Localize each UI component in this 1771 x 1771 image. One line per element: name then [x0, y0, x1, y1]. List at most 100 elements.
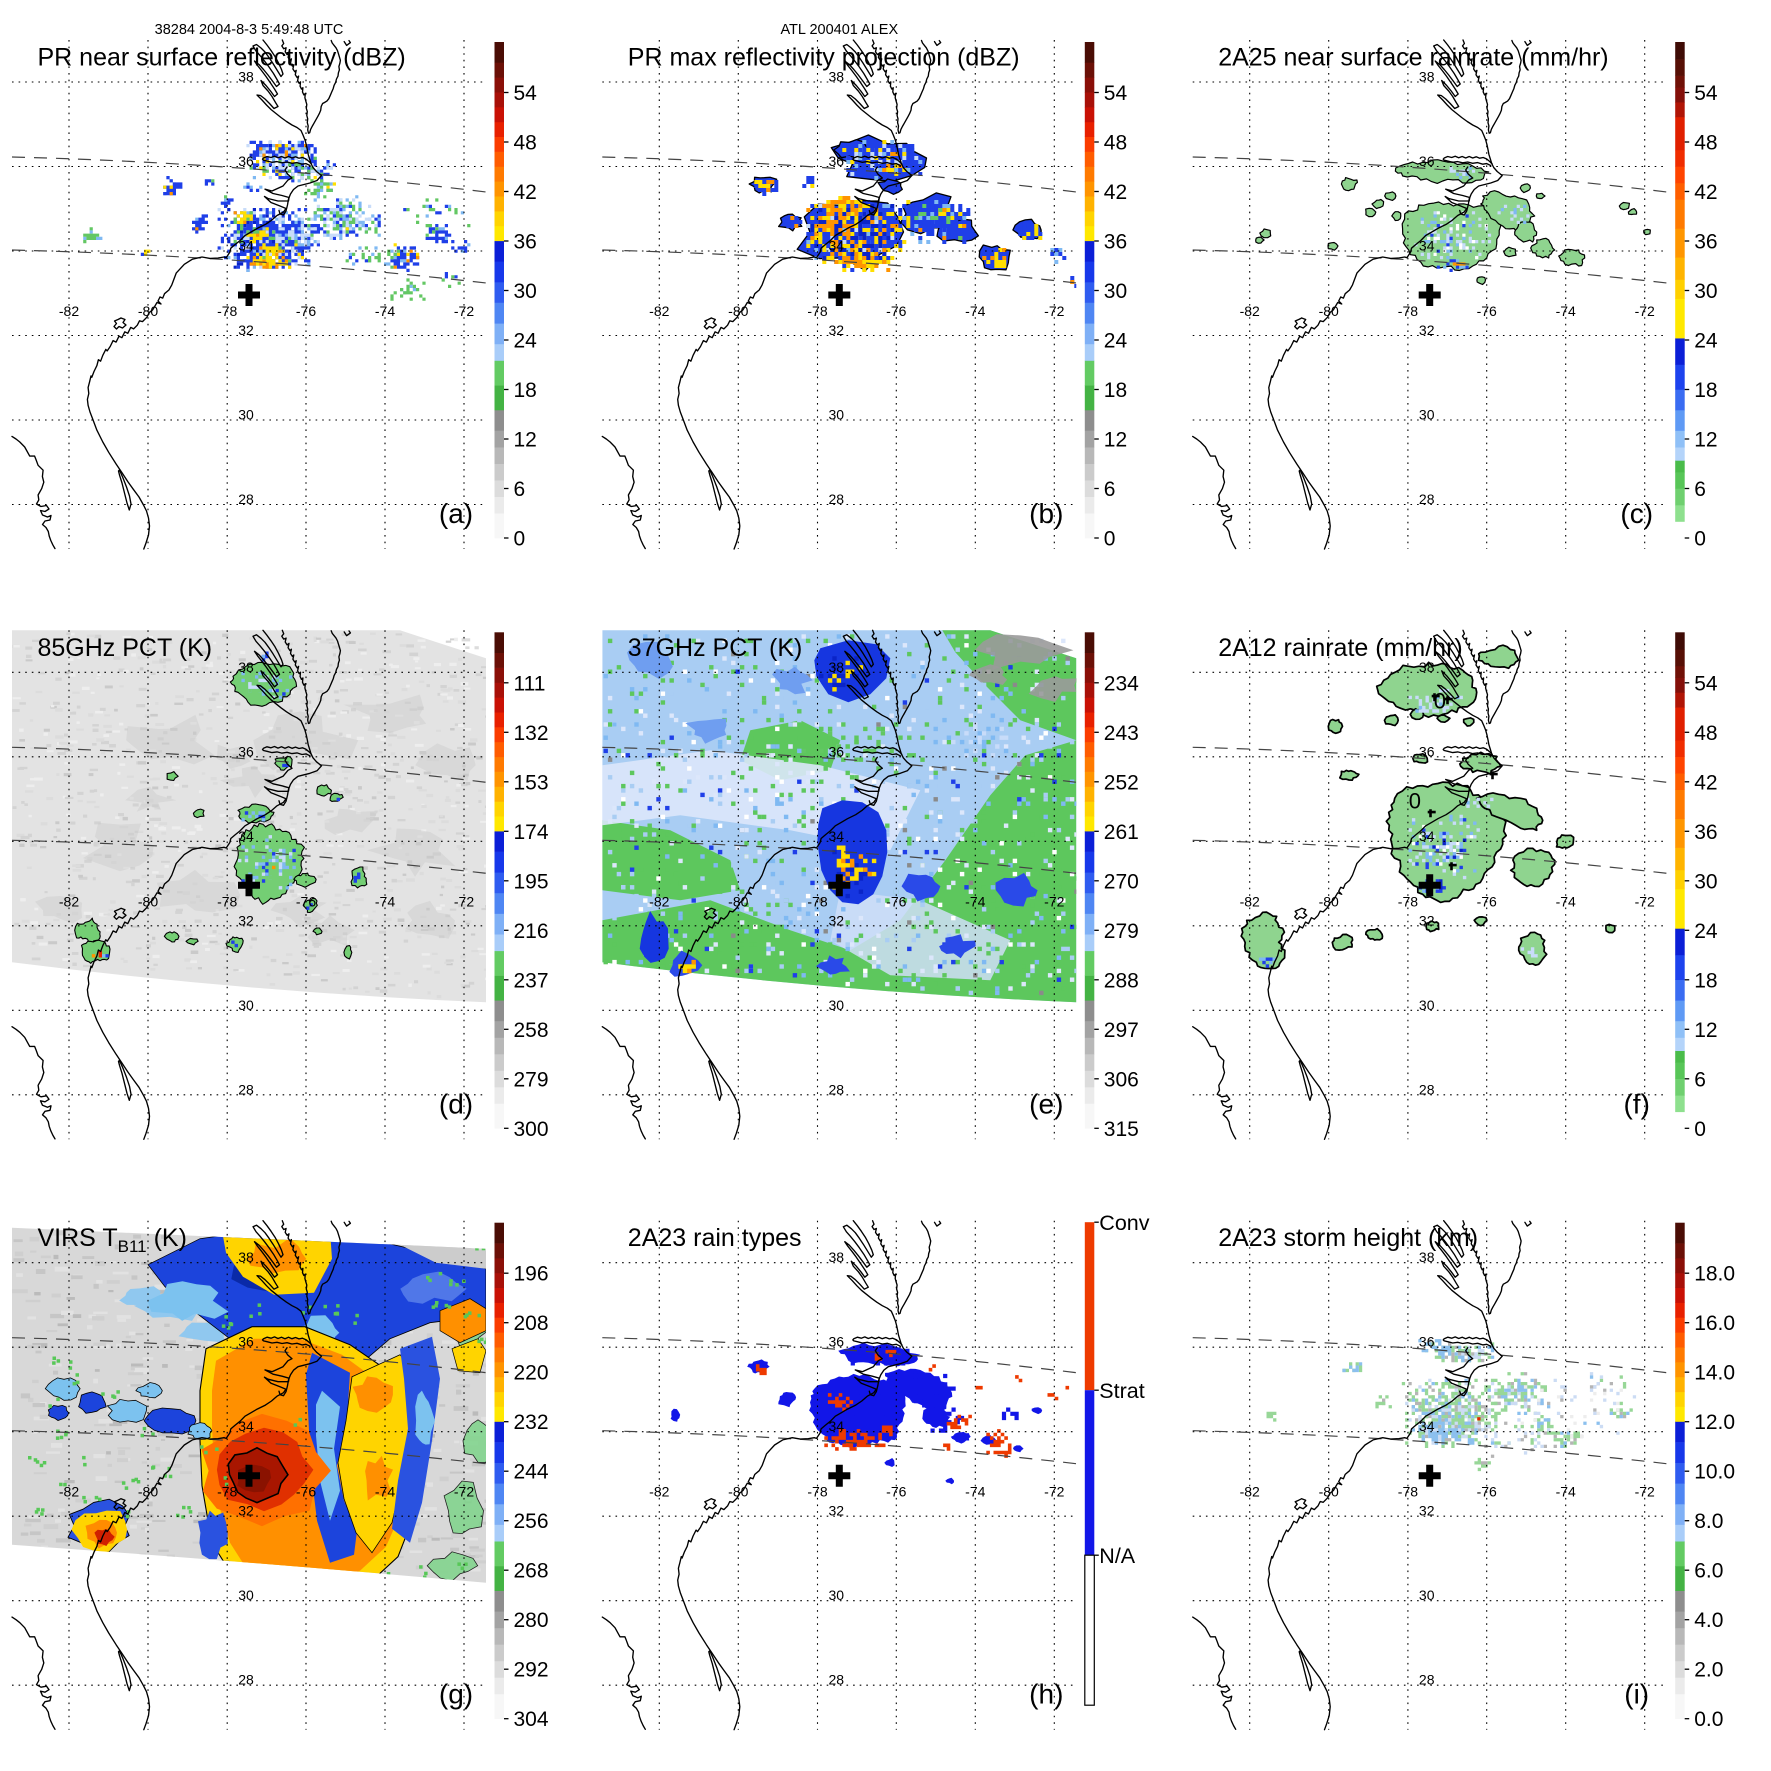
- svg-text:6: 6: [1694, 1068, 1706, 1091]
- svg-text:288: 288: [1104, 969, 1139, 992]
- svg-text:30: 30: [1694, 280, 1717, 303]
- svg-text:24: 24: [1694, 330, 1718, 353]
- svg-text:24: 24: [1694, 920, 1718, 943]
- svg-text:6: 6: [1694, 478, 1706, 501]
- svg-text:38284 2004-8-3 5:49:48 UTC: 38284 2004-8-3 5:49:48 UTC: [155, 22, 344, 38]
- svg-text:ATL 200401 ALEX: ATL 200401 ALEX: [780, 22, 898, 38]
- svg-text:(b): (b): [1029, 498, 1063, 529]
- svg-text:279: 279: [1104, 920, 1139, 943]
- svg-text:0: 0: [1104, 528, 1116, 551]
- svg-text:315: 315: [1104, 1118, 1139, 1141]
- svg-text:48: 48: [1104, 132, 1127, 155]
- svg-text:(g): (g): [439, 1679, 473, 1710]
- svg-text:208: 208: [514, 1312, 549, 1335]
- svg-text:12.0: 12.0: [1694, 1411, 1735, 1434]
- svg-text:PR near surface reflectivity (: PR near surface reflectivity (dBZ): [38, 44, 406, 72]
- svg-text:(h): (h): [1029, 1679, 1063, 1710]
- svg-text:256: 256: [514, 1510, 549, 1533]
- svg-text:42: 42: [514, 181, 537, 204]
- svg-text:132: 132: [514, 722, 549, 745]
- svg-text:48: 48: [1694, 132, 1717, 155]
- svg-text:0.0: 0.0: [1694, 1708, 1723, 1731]
- svg-text:(a): (a): [439, 498, 473, 529]
- svg-text:36: 36: [1104, 231, 1127, 254]
- svg-text:234: 234: [1104, 672, 1139, 695]
- svg-text:18.0: 18.0: [1694, 1263, 1735, 1286]
- svg-text:36: 36: [1694, 821, 1717, 844]
- svg-text:42: 42: [1104, 181, 1127, 204]
- svg-text:4.0: 4.0: [1694, 1609, 1723, 1632]
- svg-text:279: 279: [514, 1068, 549, 1091]
- svg-text:30: 30: [514, 280, 537, 303]
- svg-text:48: 48: [514, 132, 537, 155]
- svg-text:PR max reflectivity projection: PR max reflectivity projection (dBZ): [628, 44, 1020, 72]
- svg-text:258: 258: [514, 1019, 549, 1042]
- svg-text:2A12 rainrate (mm/hr): 2A12 rainrate (mm/hr): [1218, 634, 1463, 662]
- svg-text:304: 304: [514, 1708, 549, 1731]
- svg-text:268: 268: [514, 1560, 549, 1583]
- svg-text:196: 196: [514, 1263, 549, 1286]
- svg-text:36: 36: [514, 231, 537, 254]
- svg-text:VIRS TB11 (K): VIRS TB11 (K): [38, 1224, 187, 1256]
- svg-text:244: 244: [514, 1461, 549, 1484]
- svg-text:252: 252: [1104, 771, 1139, 794]
- svg-text:0: 0: [1434, 688, 1446, 713]
- svg-text:2A23 rain types: 2A23 rain types: [628, 1224, 802, 1252]
- svg-text:2A25 near surface rainrate (mm: 2A25 near surface rainrate (mm/hr): [1218, 44, 1608, 72]
- svg-text:306: 306: [1104, 1068, 1139, 1091]
- svg-text:Conv: Conv: [1099, 1211, 1149, 1235]
- svg-text:195: 195: [514, 870, 549, 893]
- svg-text:42: 42: [1694, 771, 1717, 794]
- svg-text:292: 292: [514, 1659, 549, 1682]
- svg-text:18: 18: [1694, 379, 1717, 402]
- svg-text:30: 30: [1104, 280, 1127, 303]
- svg-text:14.0: 14.0: [1694, 1362, 1735, 1385]
- svg-text:16.0: 16.0: [1694, 1312, 1735, 1335]
- svg-text:(e): (e): [1029, 1088, 1063, 1119]
- svg-text:54: 54: [1694, 82, 1718, 105]
- svg-text:174: 174: [514, 821, 549, 844]
- svg-text:280: 280: [514, 1609, 549, 1632]
- svg-text:10.0: 10.0: [1694, 1461, 1735, 1484]
- svg-text:12: 12: [514, 429, 537, 452]
- svg-text:24: 24: [1104, 330, 1128, 353]
- svg-text:(d): (d): [439, 1088, 473, 1119]
- svg-text:24: 24: [514, 330, 538, 353]
- svg-text:Strat: Strat: [1099, 1379, 1144, 1403]
- svg-text:300: 300: [514, 1118, 549, 1141]
- svg-text:6: 6: [1104, 478, 1116, 501]
- svg-text:216: 216: [514, 920, 549, 943]
- svg-text:0: 0: [1694, 1118, 1706, 1141]
- svg-text:220: 220: [514, 1362, 549, 1385]
- svg-text:48: 48: [1694, 722, 1717, 745]
- svg-text:8.0: 8.0: [1694, 1510, 1723, 1533]
- svg-text:18: 18: [1694, 969, 1717, 992]
- svg-text:111: 111: [514, 672, 546, 695]
- svg-text:54: 54: [514, 82, 538, 105]
- svg-text:42: 42: [1694, 181, 1717, 204]
- svg-text:18: 18: [514, 379, 537, 402]
- svg-text:0: 0: [1409, 788, 1421, 813]
- svg-text:153: 153: [514, 771, 549, 794]
- svg-text:37GHz PCT (K): 37GHz PCT (K): [628, 634, 803, 662]
- svg-text:2.0: 2.0: [1694, 1659, 1723, 1682]
- svg-text:0: 0: [514, 528, 526, 551]
- svg-text:6.0: 6.0: [1694, 1560, 1723, 1583]
- svg-text:36: 36: [1694, 231, 1717, 254]
- svg-text:54: 54: [1104, 82, 1128, 105]
- svg-text:2A23 storm height (km): 2A23 storm height (km): [1218, 1224, 1478, 1252]
- svg-text:(f): (f): [1623, 1088, 1649, 1119]
- svg-text:18: 18: [1104, 379, 1127, 402]
- svg-text:243: 243: [1104, 722, 1139, 745]
- svg-text:54: 54: [1694, 672, 1718, 695]
- svg-text:12: 12: [1694, 429, 1717, 452]
- svg-text:12: 12: [1694, 1019, 1717, 1042]
- svg-text:297: 297: [1104, 1019, 1139, 1042]
- svg-text:6: 6: [514, 478, 526, 501]
- svg-text:237: 237: [514, 969, 549, 992]
- svg-text:(c): (c): [1620, 498, 1653, 529]
- svg-text:270: 270: [1104, 870, 1139, 893]
- svg-text:12: 12: [1104, 429, 1127, 452]
- svg-text:85GHz PCT (K): 85GHz PCT (K): [38, 634, 213, 662]
- svg-text:261: 261: [1104, 821, 1139, 844]
